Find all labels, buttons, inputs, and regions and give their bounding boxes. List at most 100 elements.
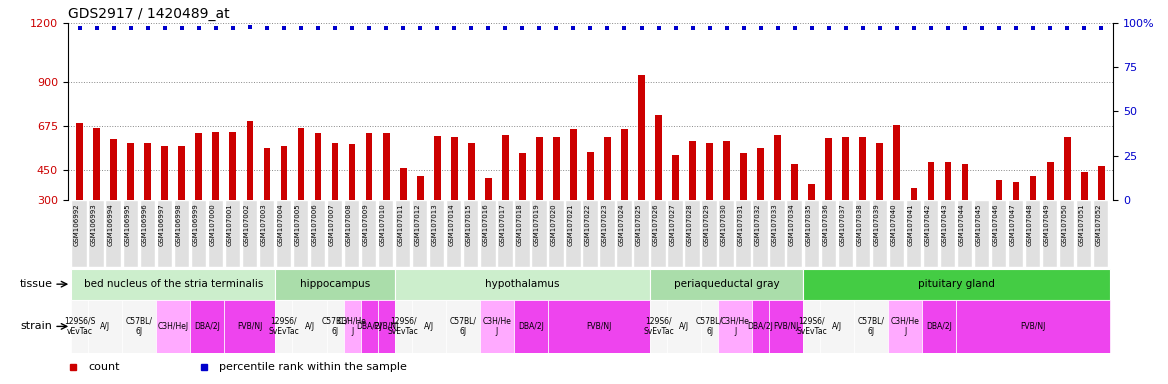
Text: periaqueductal gray: periaqueductal gray	[674, 279, 779, 289]
Bar	[600, 201, 614, 267]
Text: FVB/NJ: FVB/NJ	[374, 322, 398, 331]
Point	[326, 25, 345, 31]
Bar	[787, 201, 802, 267]
Bar	[225, 201, 241, 267]
Bar	[361, 300, 377, 353]
Bar	[328, 201, 342, 267]
Text: GSM107006: GSM107006	[312, 203, 318, 246]
Text: count: count	[89, 362, 120, 372]
Text: GSM107051: GSM107051	[1078, 203, 1084, 246]
Bar	[927, 162, 934, 200]
Text: GSM107029: GSM107029	[703, 203, 710, 246]
Bar	[1026, 201, 1041, 267]
Text: GSM107009: GSM107009	[363, 203, 369, 246]
Text: 129S6/S
vEvTac: 129S6/S vEvTac	[64, 317, 96, 336]
Text: GSM107043: GSM107043	[941, 203, 948, 246]
Text: GSM107041: GSM107041	[908, 203, 913, 246]
Bar	[229, 132, 236, 200]
Bar	[1064, 137, 1071, 200]
Bar	[668, 201, 683, 267]
Bar	[430, 201, 445, 267]
Point	[223, 25, 242, 31]
Bar	[106, 201, 121, 267]
Text: C57BL/
6J: C57BL/ 6J	[450, 317, 477, 336]
Bar	[433, 136, 440, 200]
Bar	[515, 201, 529, 267]
Point	[292, 25, 311, 31]
Bar	[276, 269, 395, 300]
Text: GSM107007: GSM107007	[329, 203, 335, 246]
Text: GSM107025: GSM107025	[635, 203, 641, 246]
Bar	[652, 201, 666, 267]
Point	[802, 25, 821, 31]
Bar	[411, 300, 446, 353]
Bar	[298, 128, 305, 200]
Bar	[498, 201, 513, 267]
Text: FVB/NJ: FVB/NJ	[1021, 322, 1045, 331]
Point	[904, 25, 923, 31]
Text: GSM107052: GSM107052	[1096, 203, 1101, 246]
Bar	[179, 146, 186, 200]
Text: A/J: A/J	[305, 322, 314, 331]
Bar	[140, 201, 155, 267]
Bar	[689, 141, 696, 200]
Text: A/J: A/J	[833, 322, 842, 331]
Point	[189, 25, 208, 31]
Bar	[621, 129, 628, 200]
Bar	[961, 164, 968, 200]
Text: C3H/He
J: C3H/He J	[891, 317, 920, 336]
Bar	[533, 201, 547, 267]
Text: GSM107045: GSM107045	[976, 203, 982, 246]
Point	[854, 25, 872, 31]
Text: 129S6/
SvEvTac: 129S6/ SvEvTac	[797, 317, 827, 336]
Bar	[588, 152, 593, 200]
Text: hypothalamus: hypothalamus	[485, 279, 559, 289]
Point	[274, 25, 293, 31]
Text: GSM106998: GSM106998	[176, 203, 182, 246]
Bar	[264, 148, 270, 200]
Text: C57BL/
6J: C57BL/ 6J	[857, 317, 885, 336]
Bar	[1047, 162, 1054, 200]
Bar	[366, 133, 373, 200]
Text: GSM107047: GSM107047	[1010, 203, 1016, 246]
Text: FVB/NJ: FVB/NJ	[586, 322, 612, 331]
Bar	[872, 201, 887, 267]
Bar	[468, 143, 474, 200]
Bar	[570, 129, 577, 200]
Point	[1058, 25, 1077, 31]
Bar	[842, 137, 849, 200]
Point	[445, 25, 464, 31]
Text: C3H/HeJ: C3H/HeJ	[158, 322, 189, 331]
Bar	[890, 201, 904, 267]
Bar	[536, 137, 543, 200]
Text: GSM107014: GSM107014	[449, 203, 454, 246]
Point	[717, 25, 736, 31]
Text: GSM107044: GSM107044	[959, 203, 965, 246]
Bar	[1080, 172, 1087, 200]
Text: GSM107048: GSM107048	[1027, 203, 1033, 246]
Bar	[804, 300, 820, 353]
Bar	[1013, 182, 1020, 200]
Point	[616, 25, 634, 31]
Point	[989, 25, 1008, 31]
Bar	[701, 300, 718, 353]
Point	[632, 25, 651, 31]
Bar	[723, 141, 730, 200]
Bar	[209, 201, 223, 267]
Bar	[617, 201, 632, 267]
Point	[139, 25, 158, 31]
Bar	[651, 269, 804, 300]
Bar	[123, 300, 157, 353]
Bar	[804, 269, 1110, 300]
Text: percentile rank within the sample: percentile rank within the sample	[220, 362, 408, 372]
Text: GSM107000: GSM107000	[210, 203, 216, 246]
Bar	[292, 300, 327, 353]
Point	[121, 25, 140, 31]
Point	[769, 25, 787, 31]
Text: FVB/NJ: FVB/NJ	[237, 322, 263, 331]
Point	[598, 25, 617, 31]
Point	[1041, 25, 1059, 31]
Text: GSM106995: GSM106995	[125, 203, 131, 246]
Bar	[399, 168, 406, 200]
Bar	[995, 180, 1002, 200]
